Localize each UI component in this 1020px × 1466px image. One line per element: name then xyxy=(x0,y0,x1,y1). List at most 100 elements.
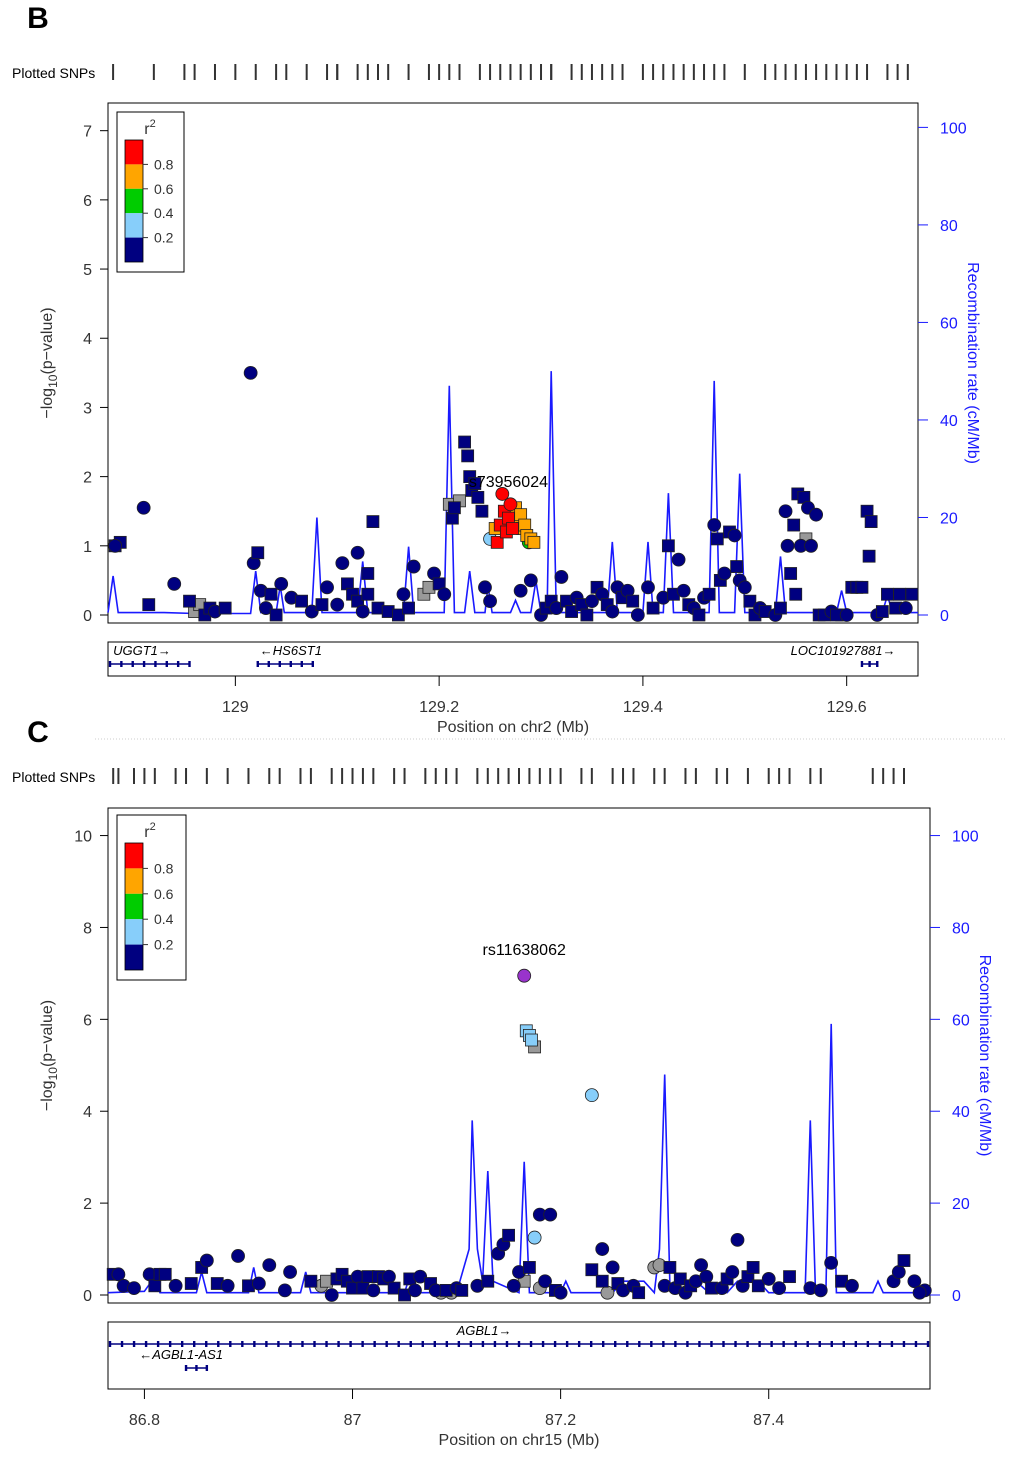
snp-point xyxy=(304,604,319,619)
snp-point xyxy=(413,1269,428,1284)
snp-points xyxy=(106,968,932,1302)
snp-point xyxy=(269,608,283,622)
gene-exon xyxy=(337,1341,340,1347)
legend-swatch xyxy=(125,164,143,189)
gene-exon xyxy=(481,1341,485,1347)
snp-point xyxy=(274,576,289,591)
y-right-tick-label: 40 xyxy=(952,1104,970,1121)
snp-point xyxy=(727,528,742,543)
snp-point xyxy=(784,567,798,580)
gene-exon xyxy=(205,1341,208,1347)
gene-exon xyxy=(794,1341,797,1347)
gene-exon xyxy=(614,1341,617,1347)
gene-arrow: → xyxy=(158,643,171,658)
snp-point xyxy=(905,587,919,601)
snp-point xyxy=(774,601,787,615)
gene-exon xyxy=(156,1341,160,1347)
snp-point xyxy=(513,583,528,598)
gene-name: AGBL1-AS1 xyxy=(151,1347,223,1362)
legend-title-base: r xyxy=(144,824,150,841)
snp-point xyxy=(167,576,182,591)
snp-point xyxy=(907,1274,922,1289)
gene-label: UGGT1→ xyxy=(113,643,171,658)
y-tick-label: 4 xyxy=(83,1104,92,1121)
x-tick-label: 87.4 xyxy=(753,1412,784,1429)
snp-point xyxy=(481,1274,495,1288)
y-tick-label: 2 xyxy=(83,470,92,487)
snp-point xyxy=(694,1258,708,1273)
x-tick-label: 129.4 xyxy=(623,699,663,716)
legend-swatch xyxy=(125,188,143,214)
legend-swatch xyxy=(125,919,143,945)
snp-point xyxy=(893,587,907,601)
gene-exon xyxy=(866,1341,870,1347)
snp-point xyxy=(730,560,744,573)
snp-point xyxy=(184,1277,198,1290)
gene-exon xyxy=(265,1341,268,1347)
gene-exon xyxy=(902,1341,906,1347)
snp-point xyxy=(702,587,716,601)
snp-point xyxy=(324,1288,339,1302)
gene-exon xyxy=(421,1341,424,1347)
snp-point xyxy=(772,1281,787,1296)
snp-point xyxy=(495,487,510,501)
snp-point xyxy=(471,490,485,504)
snp-points xyxy=(108,365,919,622)
snp-point xyxy=(251,546,265,560)
snp-point xyxy=(780,538,795,553)
y-right-tick-label: 80 xyxy=(940,218,958,235)
plotted-snps-label: Plotted SNPs xyxy=(12,769,95,785)
snp-point xyxy=(673,1272,687,1286)
x-tick-label: 129.2 xyxy=(419,699,459,716)
snp-point xyxy=(646,601,660,615)
snp-point xyxy=(330,597,345,612)
snp-point xyxy=(183,594,196,608)
snp-point xyxy=(585,594,599,609)
legend-label: 0.4 xyxy=(154,911,174,927)
legend-label: 0.2 xyxy=(154,230,174,246)
snp-point xyxy=(839,608,854,622)
snp-point xyxy=(710,532,724,546)
snp-point xyxy=(787,518,801,532)
snp-point xyxy=(315,598,329,612)
plotted-snps-label: Plotted SNPs xyxy=(12,65,95,81)
plot-frame xyxy=(107,807,931,1304)
y-tick-label: 3 xyxy=(83,400,92,417)
y-right-tick-label: 100 xyxy=(952,829,979,846)
gene-exon xyxy=(830,1341,833,1347)
gene-exon xyxy=(577,1341,581,1347)
gene-name: AGBL1 xyxy=(456,1323,499,1338)
snp-point xyxy=(897,1254,911,1267)
snp-point xyxy=(580,608,594,622)
gene-exon xyxy=(589,1341,593,1347)
snp-point xyxy=(455,1284,469,1297)
snp-point xyxy=(862,549,876,563)
gene-exon xyxy=(195,1365,198,1371)
snp-point xyxy=(502,1228,515,1242)
snp-point xyxy=(717,566,732,581)
snp-point xyxy=(725,1265,740,1279)
y-axis-label-right: Recombination rate (cM/Mb) xyxy=(976,955,993,1157)
snp-point xyxy=(554,570,569,584)
legend-swatch xyxy=(125,213,143,238)
snp-point xyxy=(402,601,415,615)
gene-exon xyxy=(229,1341,232,1347)
snp-point xyxy=(503,497,518,512)
snp-point xyxy=(527,1230,542,1245)
y-right-tick-label: 80 xyxy=(952,920,970,937)
gene-arrow: ← xyxy=(139,1347,152,1362)
snp-point xyxy=(478,580,492,595)
lead-snp-label: rs11638062 xyxy=(483,942,566,959)
snp-point xyxy=(881,587,894,601)
gene-label: LOC101927881→ xyxy=(791,643,896,658)
gene-exon xyxy=(860,661,864,667)
gene-exon xyxy=(710,1341,713,1347)
snp-point xyxy=(746,1261,760,1274)
x-tick-label: 129 xyxy=(222,699,249,716)
snp-point xyxy=(283,1265,297,1279)
ylabel-subscript: 10 xyxy=(46,374,60,388)
snp-point xyxy=(809,507,824,522)
gene-exon xyxy=(626,1341,629,1347)
snp-point xyxy=(361,587,375,601)
legend-title-base: r xyxy=(144,121,150,138)
